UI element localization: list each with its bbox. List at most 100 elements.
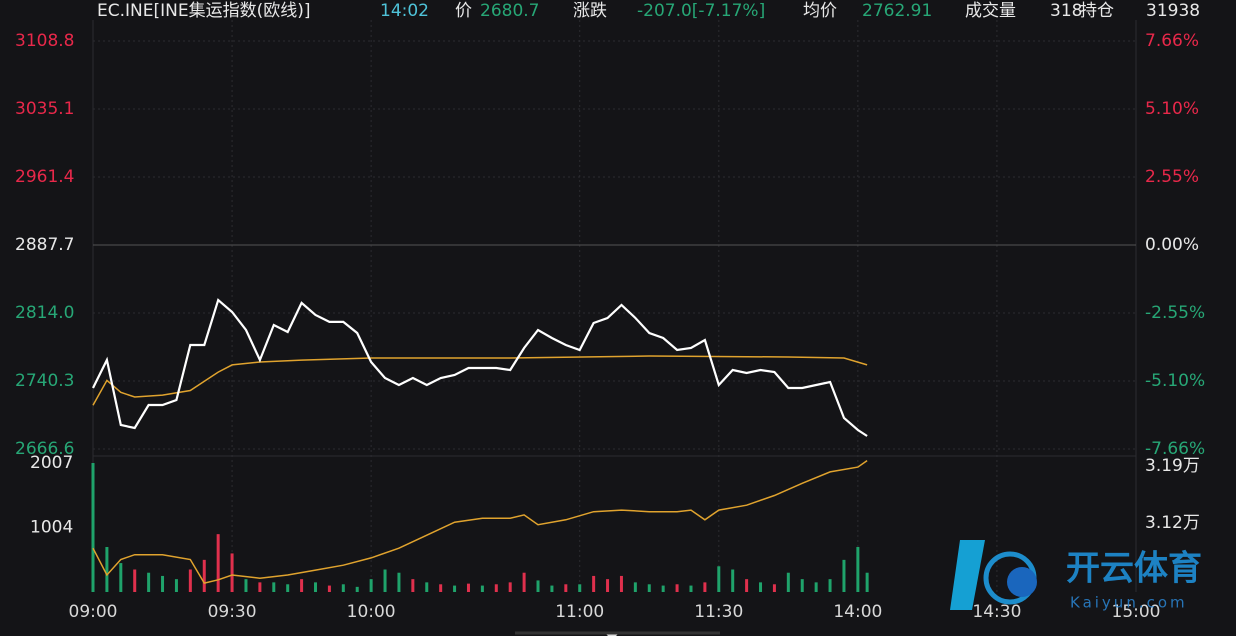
volume-bar <box>522 572 526 592</box>
volume-bar <box>508 582 512 592</box>
x-tick-label: 09:00 <box>69 602 118 622</box>
y-tick-label: 2961.4 <box>15 167 74 187</box>
volume-bar <box>188 569 192 592</box>
volume-bar <box>689 585 693 592</box>
volume-bar <box>759 582 763 592</box>
volume-bar <box>147 572 151 592</box>
series-line <box>92 298 868 437</box>
volume-bar <box>828 579 832 592</box>
field-value: 31938 <box>1146 1 1200 21</box>
volume-bar <box>856 547 860 592</box>
volume-bar <box>314 582 318 592</box>
field-label: 成交量 <box>965 1 1016 21</box>
field-value: 2762.91 <box>862 1 932 21</box>
y-tick-label: 2740.3 <box>15 371 74 391</box>
volume-bar <box>286 584 290 592</box>
volume-bar <box>355 586 359 592</box>
y-tick-label: 2666.6 <box>15 439 74 459</box>
logo-ball <box>1007 567 1037 597</box>
volume-bar <box>133 569 137 592</box>
y-tick-label: 2814.0 <box>15 303 74 323</box>
logo-k <box>950 540 985 610</box>
x-tick-label: 09:30 <box>208 602 257 622</box>
volume-bar <box>161 575 165 592</box>
field-label: 涨跌 <box>573 1 607 21</box>
volume-bar <box>564 584 568 592</box>
volume-bar <box>814 582 818 592</box>
volume-bar <box>842 559 846 592</box>
y2-tick-label: 3.19万 <box>1145 456 1200 476</box>
x-tick-label: 15:00 <box>1112 602 1161 622</box>
volume-bar <box>675 584 679 592</box>
watermark-site: Kaiyun.com <box>1070 594 1188 612</box>
field-label: 均价 <box>803 1 837 21</box>
field-label: 持仓 <box>1080 1 1114 21</box>
volume-bar <box>383 569 387 592</box>
volume-bar <box>480 585 484 592</box>
x-tick-label: 14:30 <box>972 602 1021 622</box>
y-tick-label: 3108.8 <box>15 31 74 51</box>
volume-bar <box>703 582 707 592</box>
volume-bar <box>786 572 790 592</box>
series-line <box>92 459 868 584</box>
volume-bar <box>717 566 721 592</box>
volume-bar <box>327 585 331 592</box>
y-tick-label: 2887.7 <box>15 235 74 255</box>
volume-bar <box>174 579 178 592</box>
volume-bar <box>341 584 345 592</box>
volume-bar <box>661 585 665 592</box>
y2-tick-label: 5.10% <box>1145 99 1199 119</box>
y2-tick-label: -5.10% <box>1145 371 1205 391</box>
volume-bar <box>731 569 735 592</box>
volume-bar <box>202 559 206 592</box>
time: 14:02 <box>380 1 429 21</box>
volume-bar <box>578 584 582 592</box>
watermark-brand: 开云体育 <box>1066 549 1202 589</box>
y-tick-label: 1004 <box>30 517 73 537</box>
volume-bar <box>592 575 596 592</box>
series-line <box>92 355 868 406</box>
volume-bar <box>105 547 109 592</box>
volume-bar <box>216 534 220 592</box>
field-value: 2680.7 <box>480 1 539 21</box>
volume-bar <box>258 582 262 592</box>
volume-bar <box>453 585 457 592</box>
volume-bar <box>230 553 234 592</box>
volume-bar <box>745 579 749 592</box>
volume-bar <box>647 584 651 592</box>
field-label: 价 <box>455 1 472 21</box>
volume-bar <box>91 463 95 592</box>
y2-tick-label: 0.00% <box>1145 235 1199 255</box>
plot: 09:00 09:30 10:00 11:00 11:30 14:00 14:30 15:00… <box>15 20 1205 622</box>
volume-bar <box>772 584 776 592</box>
symbol: EC.INE[INE集运指数(欧线)] <box>97 1 311 21</box>
volume-bar <box>550 585 554 592</box>
x-tick-label: 14:00 <box>833 602 882 622</box>
volume-bar <box>466 583 470 592</box>
y2-tick-label: 3.12万 <box>1145 513 1200 533</box>
volume-bar <box>244 579 248 592</box>
y-tick-label: 2007 <box>30 453 73 473</box>
y2-tick-label: -7.66% <box>1145 439 1205 459</box>
volume-bar <box>619 575 623 592</box>
x-tick-label: 11:00 <box>555 602 604 622</box>
y2-tick-label: 2.55% <box>1145 167 1199 187</box>
header: EC.INE[INE集运指数(欧线)] 14:02 价 2680.7 涨跌 -207.0[… <box>97 1 1200 21</box>
volume-bar <box>369 579 373 592</box>
field-value: -207.0[-7.17%] <box>637 1 765 21</box>
volume-bar <box>272 582 276 592</box>
volume-bar <box>865 572 869 592</box>
volume-bar <box>425 582 429 592</box>
y2-tick-label: -2.55% <box>1145 303 1205 323</box>
volume-bar <box>397 572 401 592</box>
volume-bar <box>411 579 415 592</box>
y-tick-label: 3035.1 <box>15 99 74 119</box>
watermark: 开云体育 Kaiyun.com <box>950 540 1202 612</box>
volume-bar <box>494 584 498 592</box>
volume-bar <box>536 580 540 592</box>
volume-bar <box>633 582 637 592</box>
volume-bar <box>439 584 443 592</box>
volume-bar <box>606 579 610 592</box>
